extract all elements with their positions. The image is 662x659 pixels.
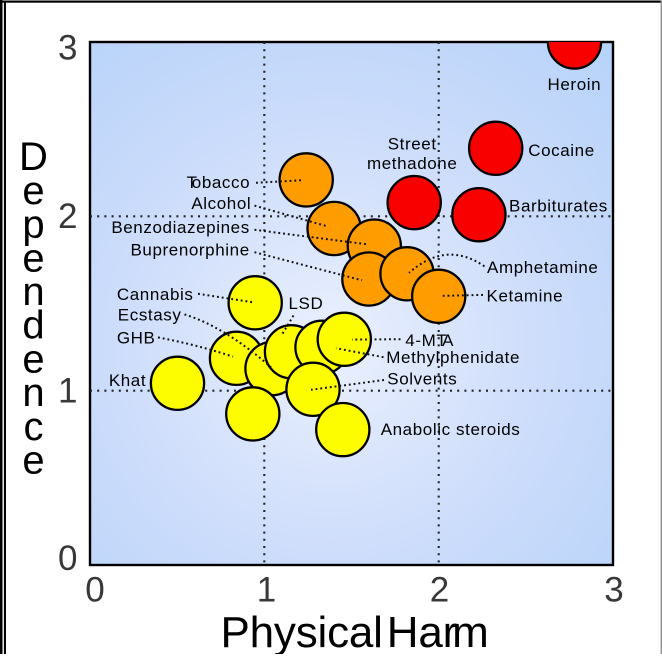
svg-text:methadone: methadone	[367, 154, 457, 173]
svg-text:Khat: Khat	[109, 371, 146, 390]
svg-text:Amphetamine: Amphetamine	[487, 258, 599, 277]
svg-text:Cannabis: Cannabis	[117, 285, 194, 304]
svg-text:0: 0	[58, 539, 77, 578]
svg-text:0: 0	[85, 571, 104, 610]
svg-text:Tobacco: Tobacco	[187, 173, 251, 192]
svg-text:Ecstasy: Ecstasy	[118, 306, 182, 325]
svg-text:Heroin: Heroin	[548, 75, 602, 94]
svg-text:LSD: LSD	[289, 294, 324, 313]
svg-text:Cocaine: Cocaine	[528, 141, 595, 160]
svg-text:2: 2	[58, 197, 77, 236]
svg-text:GHB: GHB	[117, 329, 156, 348]
svg-text:Benzodiazepines: Benzodiazepines	[111, 218, 249, 237]
svg-text:e: e	[22, 439, 44, 483]
svg-text:1: 1	[58, 371, 77, 410]
svg-text:Solvents: Solvents	[387, 370, 457, 389]
svg-text:Anabolic steroids: Anabolic steroids	[381, 420, 521, 439]
svg-text:Barbiturates: Barbiturates	[509, 196, 608, 215]
svg-text:Ketamine: Ketamine	[487, 286, 564, 305]
svg-text:Physical Harm: Physical Harm	[221, 608, 489, 654]
svg-text:Alcohol: Alcohol	[191, 194, 251, 213]
svg-text:3: 3	[604, 571, 623, 610]
svg-text:2: 2	[430, 571, 449, 610]
svg-text:1: 1	[257, 571, 276, 610]
svg-text:Buprenorphine: Buprenorphine	[130, 241, 249, 260]
svg-text:Street: Street	[388, 134, 437, 153]
svg-text:Methylphenidate: Methylphenidate	[386, 348, 520, 367]
svg-text:3: 3	[58, 28, 77, 67]
